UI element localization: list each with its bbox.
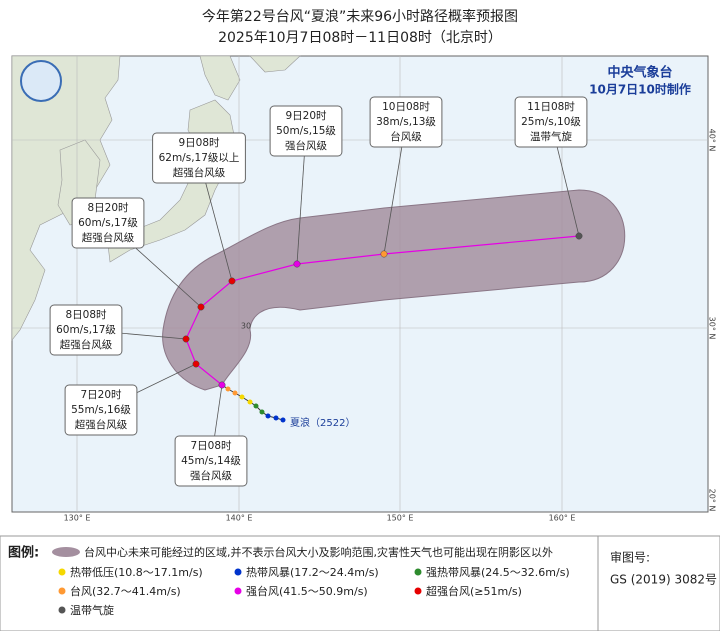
legend-dot: [58, 606, 66, 614]
forecast-point: [182, 335, 190, 343]
callout-wind: 60m/s,17级: [56, 324, 116, 336]
legend-dot: [58, 587, 66, 595]
legend-label: 强台风(41.5～50.9m/s): [246, 584, 368, 598]
callout-box: [174, 435, 248, 487]
legend-dot: [414, 587, 422, 595]
forecast-point: [380, 250, 388, 258]
callout-wind: 62m/s,17级以上: [159, 152, 240, 164]
callout-category: 强台风级: [285, 139, 327, 152]
past-point: [225, 386, 231, 392]
callout-time: 11日08时: [527, 101, 575, 113]
callout-box: [369, 96, 443, 148]
callout-box: [269, 105, 343, 157]
legend: 图例: 台风中心未来可能经过的区域,并不表示台风大小及影响范围,灾害性天气也可能…: [0, 535, 720, 632]
forecast-point: [218, 381, 226, 389]
legend-label: 台风(32.7～41.4m/s): [70, 584, 181, 598]
legend-dot: [414, 568, 422, 576]
legend-frame: [0, 535, 720, 632]
map-no-title: 审图号:: [610, 550, 650, 565]
title: 今年第22号台风“夏浪”未来96小时路径概率预报图: [202, 8, 518, 25]
callout-time: 10日08时: [382, 101, 430, 113]
map-no: GS (2019) 3082号: [610, 573, 717, 587]
lon-label: 150° E: [387, 514, 414, 523]
forecast-point: [197, 303, 205, 311]
agency: 中央气象台: [607, 65, 672, 81]
past-point: [253, 403, 259, 409]
legend-cone-swatch: [52, 547, 80, 557]
subtitle: 2025年10月7日08时－11日08时（北京时）: [218, 30, 502, 46]
past-point: [265, 413, 271, 419]
map: [11, 55, 709, 513]
past-point: [259, 409, 265, 415]
legend-label: 温带气旋: [70, 603, 114, 617]
lon-label: 130° E: [64, 514, 91, 523]
callout-category: 强台风级: [190, 469, 232, 482]
lat-label: 40° N: [708, 129, 717, 152]
lat-label: 30° N: [708, 317, 717, 340]
forecast-point: [228, 277, 236, 285]
past-point: [239, 394, 245, 400]
past-point: [232, 390, 238, 396]
legend-label: 强热带风暴(24.5～32.6m/s): [426, 566, 570, 579]
forecast-point: [293, 260, 301, 268]
past-track: [221, 384, 284, 421]
legend-dot: [234, 587, 242, 595]
callout-time: 9日20时: [285, 110, 327, 122]
callout-category: 温带气旋: [530, 130, 572, 143]
callout-box: [152, 132, 246, 184]
map-overlay: 130° E 140° E 150° E 160° E 20° N 30° N 40° N 3…: [49, 65, 717, 523]
legend-dot: [234, 568, 242, 576]
callout-box: [71, 197, 145, 249]
callout-category: 超强台风级: [60, 338, 113, 351]
callout-time: 8日08时: [65, 309, 107, 321]
storm-label: 夏浪（2522）: [290, 416, 355, 429]
callout-time: 7日08时: [190, 440, 232, 452]
callout-wind: 60m/s,17级: [78, 217, 138, 229]
legend-label: 超强台风(≥51m/s): [426, 584, 522, 598]
past-point: [280, 417, 286, 423]
legend-cone-text: 台风中心未来可能经过的区域,并不表示台风大小及影响范围,灾害性天气也可能出现在阴…: [84, 545, 553, 559]
callout-category: 超强台风级: [82, 231, 135, 244]
callout-category: 超强台风级: [173, 166, 226, 179]
callout-wind: 45m/s,14级: [181, 455, 241, 467]
inner-lat-label: 30: [241, 322, 251, 331]
forecast-point: [192, 360, 200, 368]
legend-dot: [58, 568, 66, 576]
legend-title: 图例:: [8, 545, 39, 561]
callout-wind: 38m/s,13级: [376, 116, 436, 128]
callout-time: 9日08时: [178, 137, 220, 149]
callout-box: [49, 304, 123, 356]
callout-time: 7日20时: [80, 389, 122, 401]
forecast-point: [575, 232, 583, 240]
issued: 10月7日10时制作: [589, 82, 691, 97]
callout-box: [64, 384, 138, 436]
callout-wind: 25m/s,10级: [521, 116, 581, 128]
forecast-track: [185, 235, 580, 386]
land-north: [249, 55, 301, 73]
callout-category: 超强台风级: [75, 418, 128, 431]
lon-label: 160° E: [549, 514, 576, 523]
past-point: [247, 399, 253, 405]
callout-wind: 50m/s,15级: [276, 125, 336, 137]
callout-box: [514, 96, 588, 148]
legend-label: 热带风暴(17.2～24.4m/s): [246, 566, 379, 579]
lat-label: 20° N: [708, 489, 717, 512]
callout-wind: 55m/s,16级: [71, 404, 131, 416]
past-point: [273, 415, 279, 421]
legend-label: 热带低压(10.8～17.1m/s): [70, 566, 203, 579]
logo: [20, 60, 62, 102]
callout-time: 8日20时: [87, 202, 129, 214]
lon-label: 140° E: [226, 514, 253, 523]
callout-category: 台风级: [390, 130, 422, 143]
